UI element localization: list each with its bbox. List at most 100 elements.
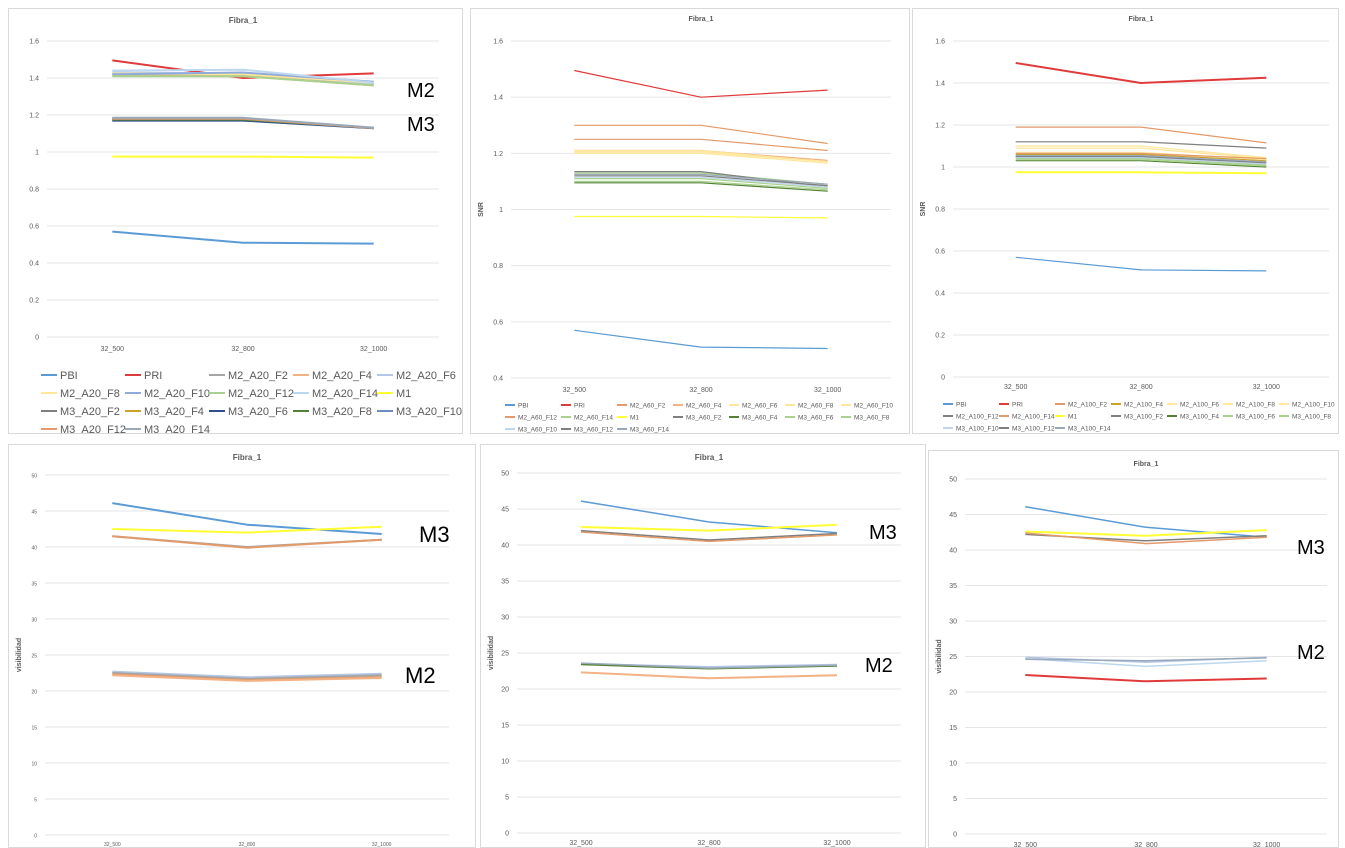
series-line-m3-a20-f14 — [112, 116, 374, 129]
y-tick-label: 50 — [501, 471, 509, 478]
series-line-5-3 — [580, 529, 838, 541]
series-line-m1 — [574, 215, 828, 219]
y-tick-label: 0.2 — [935, 333, 945, 340]
x-tick-label: 32_500 — [569, 840, 592, 847]
series-line-4-1 — [112, 502, 382, 535]
legend-label: M3_A20_F14 — [144, 424, 210, 434]
series-line-m3-a60-f14 — [574, 173, 828, 185]
chart-panel-3: Fibra_1 0 0.2 0.4 0.6 0.8 1 1.2 1.4 1.6 SNR 32_500 3… — [912, 8, 1339, 434]
series-line-m3-a60-f12 — [574, 175, 828, 187]
legend-label: M3_A100_F2 — [1124, 413, 1163, 420]
legend-label: M2_A60_F6 — [742, 402, 778, 409]
y-tick-label: 5 — [505, 795, 509, 802]
series-line-m3-a100-f14 — [1015, 154, 1267, 163]
y-tick-label: 0 — [35, 335, 39, 342]
y-tick-label: 0.2 — [29, 298, 39, 305]
series-line-m2-a60-f10 — [574, 149, 828, 163]
series-line-m2-a60-f12 — [574, 138, 828, 152]
chart-panel-5: Fibra_1 0 5 10 15 20 25 30 35 40 45 50 visibilidad 32… — [480, 444, 926, 848]
chart-3-svg: Fibra_1 0 0.2 0.4 0.6 0.8 1 1.2 1.4 1.6 SNR 32_500 3… — [920, 16, 1335, 432]
legend-label: M3_A60_F10 — [518, 426, 557, 433]
y-tick-label: 25 — [949, 654, 957, 661]
chart-2-svg: Fibra_1 0.4 0.6 0.8 1 1.2 1.4 1.6 SNR 32_500 32_80… — [478, 16, 893, 433]
chart-title: Fibra_1 — [689, 16, 714, 23]
legend-label: M3_A60_F2 — [686, 414, 722, 421]
y-tick-label: 25 — [31, 654, 37, 660]
series-line-pbi — [112, 230, 374, 245]
series-line-6-4 — [1025, 532, 1267, 545]
chart-title: Fibra_1 — [1134, 461, 1159, 468]
x-tick-label: 32_500 — [1004, 384, 1027, 391]
x-tick-label: 32_1000 — [360, 346, 387, 353]
legend-label: M3_A60_F14 — [630, 426, 669, 433]
y-tick-label: 1.6 — [29, 39, 39, 46]
group-annotation: M2 — [1297, 642, 1325, 664]
y-tick-label: 35 — [501, 579, 509, 586]
y-tick-label: 0 — [34, 834, 37, 840]
series-line-pri — [1015, 62, 1267, 84]
series-line-m2-a60-f2 — [574, 124, 828, 145]
legend-label: PBI — [956, 401, 967, 408]
legend-label: PBI — [60, 370, 78, 382]
y-tick-label: 40 — [949, 548, 957, 555]
legend-label: M2_A60_F10 — [854, 402, 893, 409]
series-line-m2-a100-f14 — [1015, 152, 1267, 160]
series-line-m2-a20-f12 — [112, 75, 374, 87]
legend-label: M3_A20_F6 — [228, 406, 288, 418]
legend-label: M2_A20_F6 — [396, 370, 456, 382]
y-tick-label: 0.8 — [493, 263, 503, 270]
x-tick-label: 32_1000 — [823, 840, 850, 847]
legend-label: PBI — [518, 402, 529, 409]
series-line-m1 — [1015, 171, 1267, 175]
series-line-m3-a100-f4 — [1015, 160, 1267, 168]
x-tick-label: 32_800 — [231, 346, 254, 353]
x-tick-label: 32_500 — [104, 842, 121, 848]
legend-label: M3_A100_F4 — [1180, 413, 1219, 420]
y-tick-label: 1.2 — [935, 123, 945, 130]
series-line-5-7 — [580, 662, 838, 669]
chart-6-svg: Fibra_1 0 5 10 15 20 25 30 35 40 45 50 visibilidad 32… — [936, 461, 1327, 847]
y-tick-label: 1.6 — [935, 39, 945, 46]
y-tick-label: 30 — [31, 618, 37, 624]
y-tick-label: 1.4 — [493, 95, 503, 102]
legend-label: M3_A60_F6 — [798, 414, 834, 421]
legend-label: M2_A100_F14 — [1012, 413, 1055, 420]
series-line-m2-a60-f8 — [574, 152, 828, 164]
series-line-4-8 — [112, 674, 382, 682]
series-line-m3-a60-f10 — [574, 176, 828, 188]
x-tick-label: 32_1000 — [372, 842, 392, 848]
x-tick-label: 32_800 — [1129, 384, 1152, 391]
legend-label: M3_A60_F12 — [574, 426, 613, 433]
series-line-m3-a100-f6 — [1015, 159, 1267, 167]
y-tick-label: 0 — [941, 375, 945, 382]
chart-5-svg: Fibra_1 0 5 10 15 20 25 30 35 40 45 50 visibilidad 32… — [488, 453, 901, 847]
group-annotation: M3 — [419, 522, 450, 547]
y-tick-label: 0 — [505, 831, 509, 838]
y-axis-label: visibilidad — [936, 639, 943, 673]
y-tick-label: 0.6 — [935, 249, 945, 256]
chart-title: Fibra_1 — [233, 453, 262, 462]
y-tick-label: 0.4 — [493, 376, 503, 383]
series-line-m2-a100-f12 — [1015, 141, 1267, 149]
legend-label: M2_A20_F10 — [144, 388, 210, 400]
legend-label: M2_A20_F4 — [312, 370, 372, 382]
legend-label: M3_A100_F12 — [1012, 425, 1055, 432]
legend-label: M3_A20_F4 — [144, 406, 204, 418]
y-tick-label: 0.6 — [493, 319, 503, 326]
series-line-m2-a100-f10 — [1015, 145, 1267, 159]
chart-4-svg: Fibra_1 0 5 10 15 20 25 30 35 40 45 50 visibilidad 32… — [16, 453, 450, 848]
y-tick-label: 15 — [501, 723, 509, 730]
legend-label: PRI — [144, 370, 162, 382]
series-line-m1 — [112, 155, 374, 159]
legend-label: M1 — [1068, 413, 1077, 420]
x-tick-label: 32_1000 — [1253, 384, 1280, 391]
chart-panel-2: Fibra_1 0.4 0.6 0.8 1 1.2 1.4 1.6 SNR 32_500 32_80… — [470, 8, 910, 434]
y-tick-label: 30 — [501, 615, 509, 622]
y-tick-label: 35 — [949, 583, 957, 590]
series-line-5-2 — [580, 523, 838, 532]
y-tick-label: 1.6 — [493, 39, 503, 46]
legend-label: M3_A100_F8 — [1292, 413, 1331, 420]
chart-panel-1: Fibra_1 0 0.2 0.4 0.6 0.8 1 1.2 1.4 1.6 32_500 32_8… — [8, 8, 463, 434]
series-line-6-2 — [1025, 529, 1267, 537]
chart-title: Fibra_1 — [229, 16, 258, 25]
